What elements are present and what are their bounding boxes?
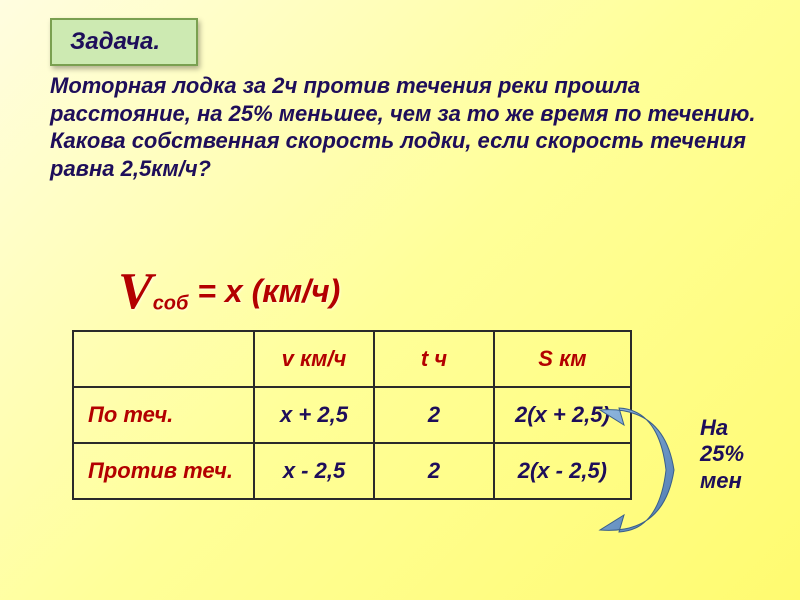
motion-table: v км/ч t ч S км По теч. х + 2,5 2 2(х + … — [72, 330, 632, 500]
table-header-s: S км — [494, 331, 631, 387]
note-line1: На — [700, 415, 728, 440]
note-line2: 25% — [700, 441, 744, 466]
table-header-t: t ч — [374, 331, 494, 387]
cell-downstream-s: 2(х + 2,5) — [494, 387, 631, 443]
table-corner-cell — [73, 331, 254, 387]
cell-upstream-s: 2(х - 2,5) — [494, 443, 631, 499]
note-line3: мен — [700, 468, 742, 493]
formula-subscript: соб — [153, 292, 189, 314]
formula-v-symbol: V — [118, 263, 153, 320]
table-header-v: v км/ч — [254, 331, 374, 387]
table-row: Против теч. х - 2,5 2 2(х - 2,5) — [73, 443, 631, 499]
formula-rhs: = х (км/ч) — [188, 273, 340, 309]
row-label-upstream: Против теч. — [73, 443, 254, 499]
cell-upstream-v: х - 2,5 — [254, 443, 374, 499]
cell-downstream-t: 2 — [374, 387, 494, 443]
cell-upstream-t: 2 — [374, 443, 494, 499]
cell-downstream-v: х + 2,5 — [254, 387, 374, 443]
table-row: По теч. х + 2,5 2 2(х + 2,5) — [73, 387, 631, 443]
table-header-row: v км/ч t ч S км — [73, 331, 631, 387]
formula-vsob: Vсоб = х (км/ч) — [118, 262, 340, 321]
problem-statement: Моторная лодка за 2ч против течения реки… — [50, 72, 760, 182]
task-badge-label: Задача. — [70, 28, 160, 55]
row-label-downstream: По теч. — [73, 387, 254, 443]
task-badge: Задача. — [50, 18, 198, 66]
comparison-note: На 25% мен — [700, 415, 744, 494]
